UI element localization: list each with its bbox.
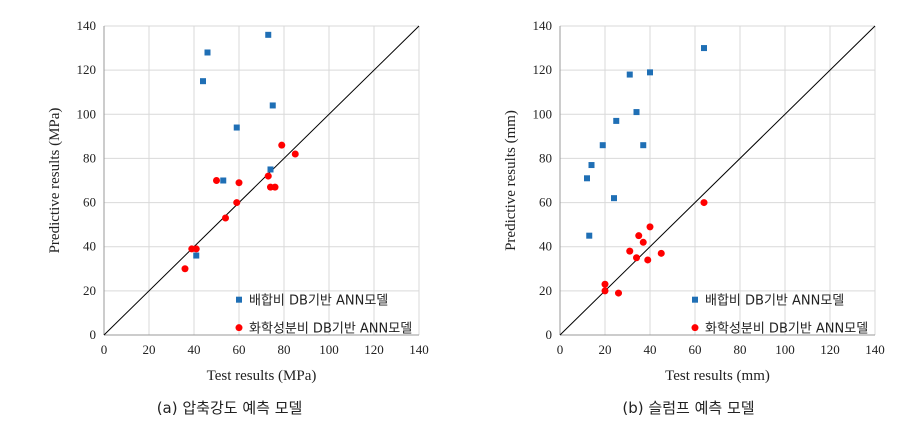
data-point-square <box>611 195 617 202</box>
data-point-circle <box>615 289 622 297</box>
x-tick-label: 0 <box>557 342 564 357</box>
x-tick-label: 0 <box>101 342 108 357</box>
data-point-square <box>204 49 211 56</box>
y-tick-label: 140 <box>533 18 553 33</box>
y-tick-label: 120 <box>533 62 553 77</box>
data-point-square <box>701 45 707 52</box>
x-axis-label: Test results (MPa) <box>207 368 317 384</box>
y-tick-label: 20 <box>539 283 552 298</box>
scatter-chart-b: 0 20 40 60 80 100 120 140 0 20 40 60 80 100 120 140 Test… <box>503 18 885 384</box>
legend-label: 배합비 DB기반 ANN모델 <box>249 294 388 309</box>
data-point-square <box>613 117 620 124</box>
data-point-circle <box>264 172 272 180</box>
legend-marker-square <box>692 296 698 303</box>
data-point-circle <box>646 223 654 231</box>
series-2 <box>601 199 708 297</box>
data-point-circle <box>626 247 634 255</box>
data-point-circle <box>644 256 652 264</box>
data-point-circle <box>700 199 708 207</box>
x-tick-label: 120 <box>820 342 840 357</box>
x-tick-label: 40 <box>644 342 657 357</box>
x-tick-label: 60 <box>233 342 246 357</box>
data-point-circle <box>635 232 643 240</box>
data-point-circle <box>639 238 647 246</box>
y-tick-label: 40 <box>539 239 552 254</box>
data-point-circle <box>271 183 279 191</box>
data-point-square <box>633 109 640 116</box>
data-point-circle <box>213 177 220 184</box>
data-point-square <box>586 232 593 239</box>
y-tick-label: 0 <box>546 327 553 342</box>
caption-a: (a) 압축강도 예측 모델 <box>156 399 303 417</box>
data-point-circle <box>181 265 189 273</box>
y-tick-label: 80 <box>83 150 96 165</box>
x-tick-label: 20 <box>143 342 156 357</box>
x-tick-label: 120 <box>364 342 384 357</box>
y-tick-label: 60 <box>539 195 552 210</box>
legend-marker-circle <box>235 324 243 332</box>
data-point-circle <box>657 249 665 257</box>
caption-b: (b) 슬럼프 예측 모델 <box>622 399 755 417</box>
data-point-square <box>220 177 227 184</box>
x-tick-label: 140 <box>865 342 885 357</box>
x-tick-label: 60 <box>689 342 702 357</box>
data-point-circle <box>601 280 609 288</box>
data-point-square <box>265 31 272 38</box>
data-point-square <box>269 102 276 109</box>
y-tick-label: 20 <box>83 283 96 298</box>
data-point-square <box>584 175 590 182</box>
data-point-square <box>200 78 206 85</box>
x-tick-label: 140 <box>409 342 429 357</box>
x-tick-label: 80 <box>734 342 747 357</box>
data-point-square <box>640 142 647 149</box>
scatter-chart-a: 0 20 40 60 80 100 120 140 0 20 40 60 80 100 120 140 Test… <box>47 18 429 384</box>
x-tick-label: 100 <box>319 342 339 357</box>
data-point-circle <box>192 245 200 253</box>
data-point-circle <box>278 141 286 149</box>
data-point-circle <box>291 150 299 158</box>
data-point-circle <box>633 254 640 262</box>
grid <box>103 25 420 336</box>
legend-label: 화학성분비 DB기반 ANN모델 <box>249 322 412 337</box>
data-point-square <box>626 71 633 78</box>
x-tick-label: 20 <box>599 342 612 357</box>
chart-panel-b: 0 20 40 60 80 100 120 140 0 20 40 60 80 100 120 140 Test… <box>459 0 918 425</box>
data-point-circle <box>601 287 609 295</box>
legend-marker-circle <box>691 324 699 332</box>
x-tick-label: 100 <box>775 342 795 357</box>
chart-panel-a: 0 20 40 60 80 100 120 140 0 20 40 60 80 100 120 140 Test… <box>47 18 429 417</box>
y-axis-label: Predictive results (MPa) <box>47 108 63 254</box>
y-tick-label: 60 <box>83 195 96 210</box>
y-tick-label: 40 <box>83 239 96 254</box>
x-tick-label: 80 <box>278 342 291 357</box>
y-tick-label: 0 <box>90 327 97 342</box>
legend-label: 배합비 DB기반 ANN모델 <box>705 294 844 309</box>
x-axis-label: Test results (mm) <box>665 368 770 384</box>
y-axis-label: Predictive results (mm) <box>503 110 519 251</box>
y-tick-label: 140 <box>77 18 97 33</box>
y-tick-label: 80 <box>539 150 552 165</box>
y-tick-label: 120 <box>77 62 97 77</box>
data-point-square <box>193 252 200 259</box>
legend-label: 화학성분비 DB기반 ANN모델 <box>705 322 868 337</box>
data-point-circle <box>235 179 243 187</box>
data-point-square <box>599 142 606 149</box>
legend-marker-square <box>236 296 242 303</box>
data-point-square <box>233 124 240 131</box>
data-point-circle <box>233 199 241 207</box>
reference-line <box>559 25 876 336</box>
series-1 <box>193 31 276 259</box>
x-tick-label: 40 <box>188 342 201 357</box>
series-2 <box>181 141 299 273</box>
y-tick-label: 100 <box>77 106 97 121</box>
reference-line <box>103 25 420 336</box>
data-point-square <box>588 162 595 169</box>
y-tick-label: 100 <box>533 106 553 121</box>
data-point-circle <box>222 214 229 222</box>
data-point-square <box>267 166 274 173</box>
series-1 <box>584 45 707 239</box>
data-point-square <box>647 69 653 76</box>
